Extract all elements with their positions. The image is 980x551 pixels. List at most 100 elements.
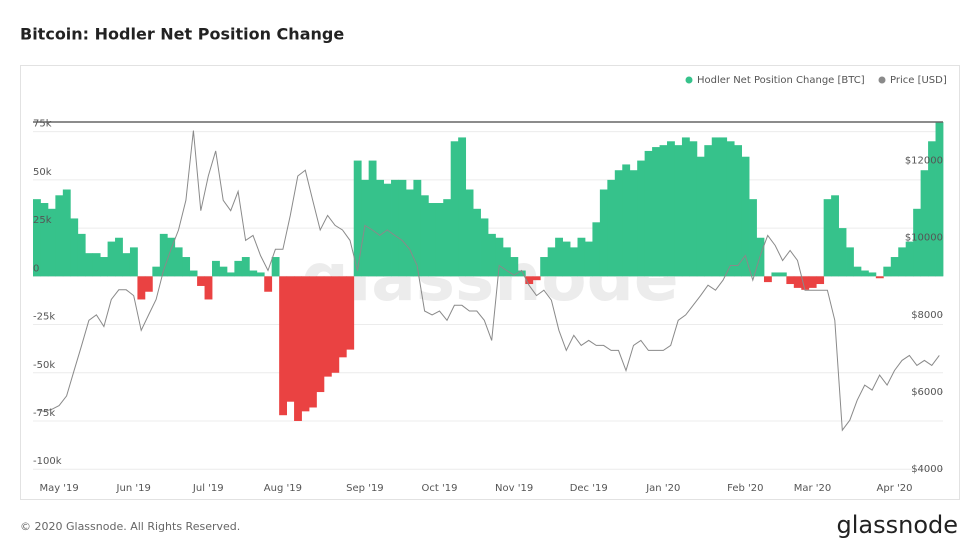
bar xyxy=(719,137,728,277)
bar xyxy=(122,253,131,277)
bar xyxy=(92,253,101,277)
bar xyxy=(398,179,407,277)
bar xyxy=(174,247,183,277)
price-line xyxy=(36,130,940,432)
bar xyxy=(525,276,534,285)
bar xyxy=(905,241,914,277)
bar xyxy=(875,276,884,279)
bar xyxy=(890,257,899,277)
x-tick-label: Apr '20 xyxy=(877,483,913,494)
bar xyxy=(428,203,437,277)
chart-title: Bitcoin: Hodler Net Position Change xyxy=(20,25,344,44)
bar xyxy=(473,208,481,277)
bar xyxy=(465,189,474,277)
bar xyxy=(405,189,414,277)
bar xyxy=(570,247,578,277)
bar xyxy=(734,145,743,277)
bar xyxy=(681,137,690,277)
bar xyxy=(308,276,317,408)
footer: © 2020 Glassnode. All Rights Reserved. xyxy=(20,520,240,533)
bar xyxy=(33,199,41,277)
bar xyxy=(502,247,511,277)
bar xyxy=(622,164,631,277)
bar xyxy=(271,257,280,277)
x-tick-label: Mar '20 xyxy=(794,483,832,494)
bar xyxy=(70,218,79,277)
bar xyxy=(264,276,273,292)
bar xyxy=(488,233,496,277)
y2-tick-label: $8000 xyxy=(911,310,943,321)
x-tick-label: May '19 xyxy=(39,483,78,494)
x-tick-label: Aug '19 xyxy=(264,483,302,494)
bar xyxy=(763,276,772,283)
bar xyxy=(614,170,623,277)
bar xyxy=(294,276,302,421)
bar xyxy=(577,237,586,277)
bar xyxy=(652,147,660,277)
bar xyxy=(659,145,668,277)
bar xyxy=(256,272,265,277)
bar xyxy=(532,276,541,281)
bar xyxy=(517,270,526,277)
bar xyxy=(331,276,340,373)
bar xyxy=(212,260,220,277)
bar xyxy=(831,195,839,277)
x-tick-label: Sep '19 xyxy=(346,483,384,494)
bar xyxy=(368,160,377,277)
bar xyxy=(226,272,235,277)
bar xyxy=(279,276,288,416)
bar xyxy=(204,276,213,300)
legend-marker xyxy=(685,76,693,84)
bar xyxy=(152,266,161,277)
bar xyxy=(696,156,705,277)
x-tick-label: Oct '19 xyxy=(422,483,458,494)
bar xyxy=(913,208,922,277)
bar xyxy=(346,276,355,350)
legend-label: Price [USD] xyxy=(890,75,947,86)
bar xyxy=(391,179,399,277)
bar xyxy=(495,237,504,277)
y2-tick-label: $10000 xyxy=(905,233,943,244)
x-tick-label: Dec '19 xyxy=(570,483,608,494)
bar xyxy=(786,276,795,285)
y-tick-label: -25k xyxy=(33,312,55,323)
bar xyxy=(883,266,892,277)
bar xyxy=(137,276,146,300)
bar xyxy=(726,141,735,277)
bar xyxy=(823,199,832,277)
bar xyxy=(510,257,519,277)
y-tick-label: 0 xyxy=(33,263,39,274)
bar xyxy=(47,208,56,277)
bar xyxy=(860,270,869,277)
bar xyxy=(540,257,549,277)
bar xyxy=(301,276,310,412)
bar xyxy=(547,247,556,277)
bar xyxy=(704,145,713,277)
bar xyxy=(637,160,646,277)
bar xyxy=(920,170,929,277)
bar xyxy=(167,237,176,277)
bar xyxy=(689,141,698,277)
bar xyxy=(189,270,198,277)
x-tick-label: Jun '19 xyxy=(116,483,151,494)
bar xyxy=(129,247,138,277)
bar xyxy=(480,218,489,277)
y-tick-label: -75k xyxy=(33,408,55,419)
bar xyxy=(607,179,616,277)
bar xyxy=(771,272,780,277)
bar xyxy=(376,179,384,277)
bar xyxy=(40,203,49,277)
x-tick-label: Nov '19 xyxy=(495,483,533,494)
bar xyxy=(816,276,825,285)
bar xyxy=(629,170,638,277)
bar xyxy=(741,156,750,277)
bar xyxy=(55,195,64,277)
bar xyxy=(562,241,571,277)
bar xyxy=(361,179,370,277)
bar xyxy=(286,276,295,402)
bar xyxy=(100,257,108,277)
bar xyxy=(249,270,258,277)
bar xyxy=(592,222,601,277)
